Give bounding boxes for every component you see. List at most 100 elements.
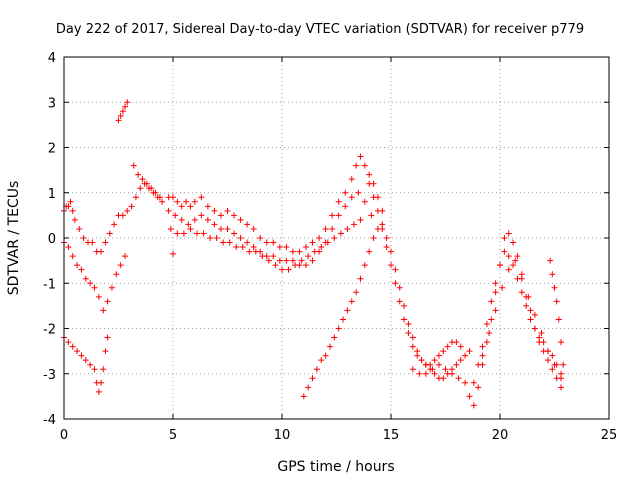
data-point bbox=[108, 284, 115, 291]
data-point bbox=[178, 216, 185, 223]
data-point bbox=[348, 194, 355, 201]
data-point bbox=[540, 339, 547, 346]
data-point bbox=[104, 334, 111, 341]
data-point bbox=[479, 352, 486, 359]
data-point bbox=[285, 266, 292, 273]
data-point bbox=[76, 225, 83, 232]
data-point bbox=[122, 103, 129, 110]
y-tick-label: -1 bbox=[43, 277, 56, 292]
data-point bbox=[335, 212, 342, 219]
data-point bbox=[499, 284, 506, 291]
data-point bbox=[279, 266, 285, 273]
data-point bbox=[444, 343, 451, 350]
chart-title: Day 222 of 2017, Sidereal Day-to-day VTE… bbox=[56, 22, 584, 37]
data-point bbox=[322, 352, 329, 359]
data-point bbox=[553, 298, 560, 305]
data-point bbox=[183, 198, 190, 205]
data-point bbox=[396, 284, 403, 291]
data-point bbox=[159, 198, 166, 205]
data-point bbox=[67, 198, 74, 205]
data-point bbox=[180, 230, 187, 237]
data-point bbox=[551, 284, 558, 291]
data-point bbox=[326, 343, 333, 350]
data-point bbox=[185, 221, 192, 228]
data-point bbox=[98, 379, 105, 386]
data-point bbox=[198, 194, 205, 201]
data-point bbox=[366, 248, 373, 255]
data-point bbox=[187, 225, 194, 232]
data-point bbox=[440, 348, 447, 355]
data-point bbox=[549, 366, 556, 373]
x-tick-label: 10 bbox=[274, 428, 291, 443]
data-point bbox=[224, 207, 231, 214]
data-point bbox=[65, 203, 72, 210]
data-point bbox=[113, 271, 120, 278]
data-point bbox=[466, 393, 473, 400]
data-point bbox=[231, 212, 238, 219]
data-point bbox=[265, 257, 272, 264]
data-point bbox=[198, 212, 205, 219]
data-point bbox=[383, 235, 390, 241]
data-point bbox=[340, 316, 347, 323]
data-point bbox=[512, 257, 519, 264]
data-point bbox=[536, 334, 543, 341]
data-point bbox=[296, 248, 303, 255]
data-point bbox=[191, 198, 198, 205]
data-point bbox=[250, 225, 257, 232]
data-point bbox=[518, 275, 525, 282]
data-point bbox=[172, 212, 179, 219]
data-point bbox=[505, 230, 512, 237]
data-point bbox=[106, 230, 113, 237]
data-point bbox=[313, 366, 320, 373]
data-point bbox=[309, 375, 316, 382]
data-point bbox=[302, 262, 309, 269]
data-point bbox=[289, 248, 296, 255]
data-point bbox=[239, 244, 246, 251]
data-point bbox=[475, 361, 482, 368]
data-point bbox=[470, 379, 477, 386]
data-point bbox=[357, 153, 364, 160]
data-point bbox=[544, 357, 551, 364]
data-point bbox=[455, 375, 462, 382]
data-point bbox=[102, 348, 109, 355]
data-point bbox=[527, 316, 534, 323]
data-point bbox=[418, 357, 425, 364]
data-point bbox=[283, 244, 290, 251]
y-tick-label: 3 bbox=[48, 96, 56, 111]
data-point bbox=[551, 361, 558, 368]
data-point bbox=[457, 343, 464, 350]
x-axis-label: GPS time / hours bbox=[277, 459, 394, 475]
data-point bbox=[122, 253, 129, 260]
data-point bbox=[392, 280, 399, 287]
data-point bbox=[78, 266, 85, 273]
data-point bbox=[211, 207, 218, 214]
data-point bbox=[492, 280, 499, 287]
data-point bbox=[259, 253, 266, 260]
data-point bbox=[331, 334, 338, 341]
data-point bbox=[204, 216, 211, 223]
data-point bbox=[82, 357, 89, 364]
data-point bbox=[250, 244, 257, 251]
data-point bbox=[435, 352, 442, 359]
data-point bbox=[348, 298, 355, 305]
data-point bbox=[409, 366, 416, 373]
x-tick-label: 0 bbox=[60, 428, 68, 443]
data-point bbox=[453, 361, 460, 368]
data-point bbox=[207, 235, 214, 241]
data-point bbox=[69, 253, 76, 260]
data-point bbox=[217, 212, 224, 219]
data-point bbox=[139, 176, 146, 183]
data-point bbox=[132, 194, 139, 201]
data-point bbox=[335, 198, 342, 205]
data-point bbox=[272, 262, 279, 269]
data-point bbox=[167, 225, 174, 232]
data-point bbox=[331, 235, 338, 241]
data-point bbox=[435, 361, 442, 368]
data-point bbox=[361, 198, 368, 205]
data-point bbox=[318, 244, 325, 251]
data-point bbox=[525, 293, 532, 300]
data-point bbox=[100, 307, 107, 314]
data-point bbox=[305, 384, 312, 391]
data-point bbox=[193, 230, 200, 237]
data-point bbox=[383, 244, 390, 251]
